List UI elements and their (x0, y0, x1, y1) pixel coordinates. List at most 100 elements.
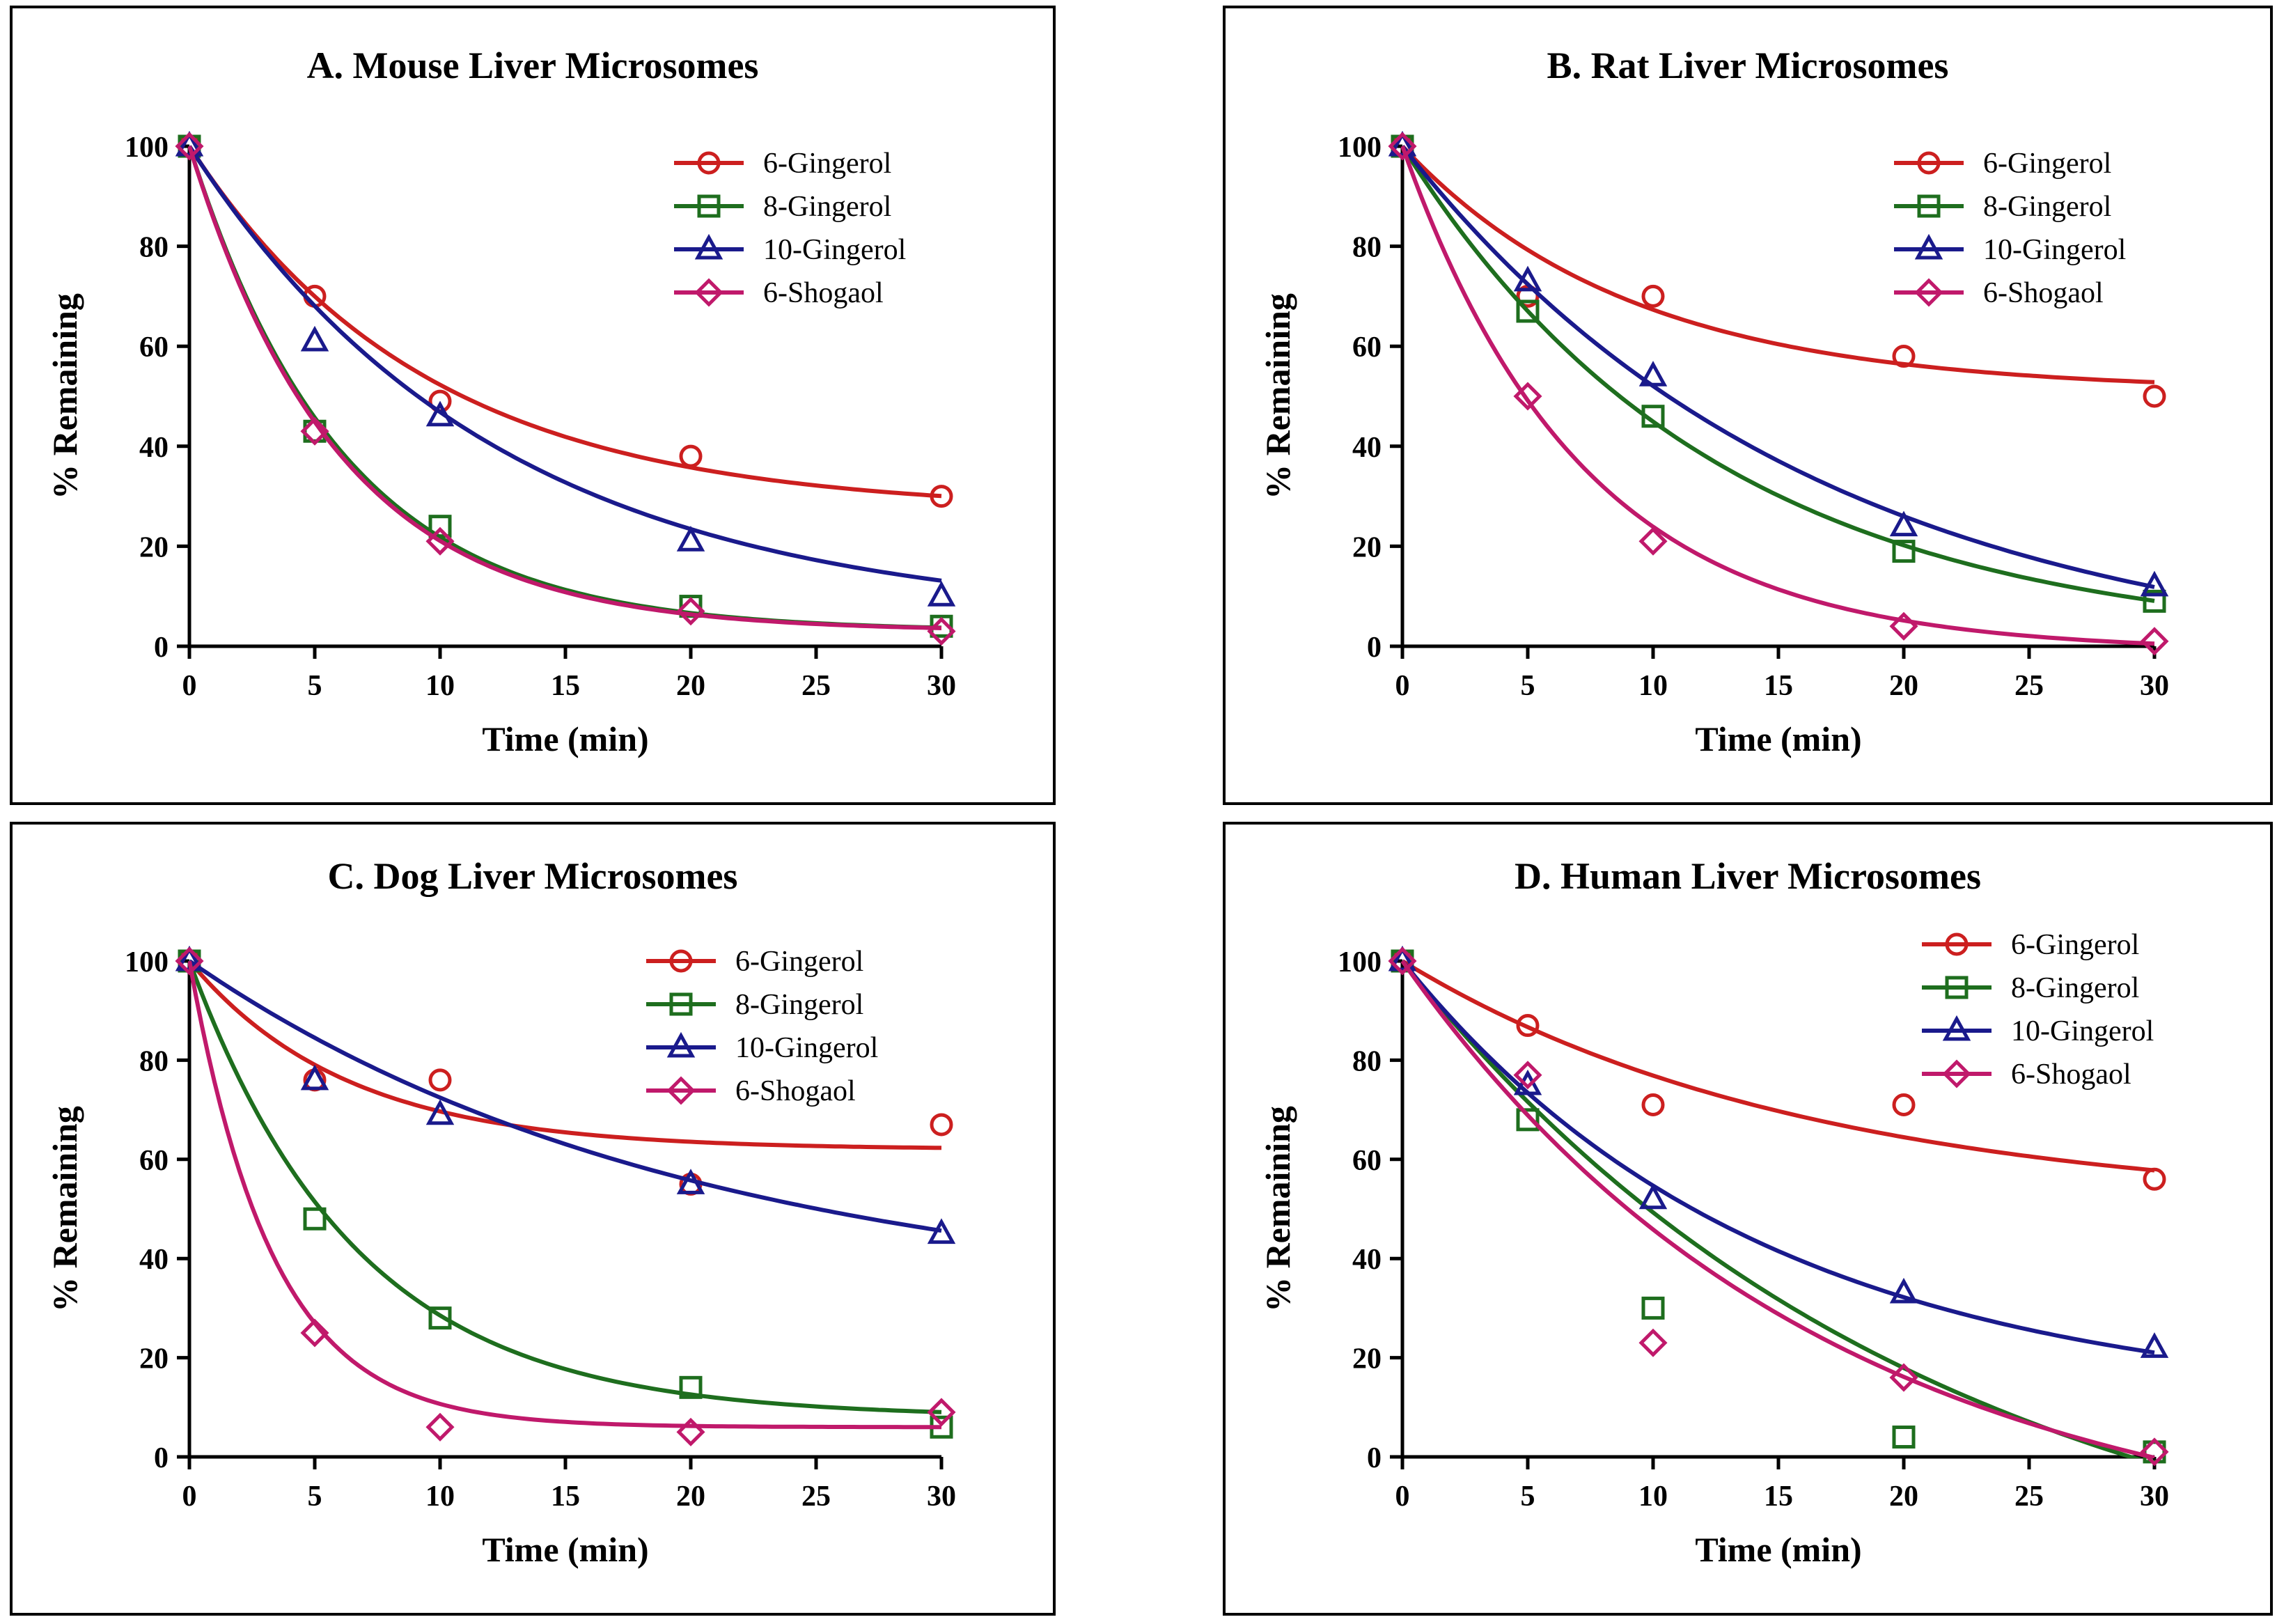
data-point-10-gingerol (1388, 130, 1417, 157)
legend-marker-6-gingerol (1917, 151, 1941, 175)
x-tick-label: 15 (1764, 1481, 1793, 1513)
fit-curve-6-shogaol (1401, 960, 2155, 1458)
data-point-8-gingerol (428, 1306, 452, 1330)
data-point-10-gingerol (927, 1218, 956, 1244)
x-tick-label: 5 (308, 670, 322, 702)
legend-marker-10-gingerol (666, 1031, 696, 1058)
data-point-6-shogaol (300, 1318, 329, 1348)
y-tick-label: 60 (139, 1145, 169, 1177)
data-point-10-gingerol (2140, 1332, 2169, 1358)
data-point-6-shogaol (175, 132, 204, 161)
data-point-6-shogaol (1388, 946, 1417, 976)
x-tick-label: 30 (2140, 670, 2169, 702)
data-point-6-gingerol (1641, 284, 1665, 308)
data-point-6-shogaol (1513, 1061, 1542, 1090)
y-axis-label: % Remaining (45, 293, 84, 499)
legend-marker-6-shogaol (1914, 278, 1943, 307)
x-tick-label: 0 (182, 670, 197, 702)
data-point-6-gingerol (1892, 345, 1916, 368)
data-point-6-shogaol (175, 946, 204, 976)
data-point-10-gingerol (425, 1099, 455, 1125)
x-tick-label: 20 (1889, 1481, 1918, 1513)
legend-label-6-gingerol: 6-Gingerol (1983, 148, 2111, 180)
y-axis-label: % Remaining (1258, 293, 1297, 499)
data-point-10-gingerol (1513, 265, 1542, 292)
legend-marker-8-gingerol (697, 194, 721, 218)
chart-svg-dog: C. Dog Liver Microsomes 0 20 40 60 80 100 0 5 10 1… (45, 855, 956, 1569)
fit-curve-6-shogaol (1401, 145, 2155, 646)
data-point-8-gingerol (2143, 589, 2166, 613)
x-tick-label: 10 (1638, 670, 1668, 702)
y-tick-label: 0 (154, 632, 169, 664)
x-tick-label: 30 (2140, 1481, 2169, 1513)
chart-panel-mouse: A. Mouse Liver Microsomes 0 20 40 60 80 100 0 5 1… (10, 6, 1056, 805)
data-point-6-shogaol (1388, 132, 1417, 161)
legend-label-8-gingerol: 8-Gingerol (2011, 972, 2139, 1004)
y-tick-label: 100 (1338, 946, 1382, 978)
y-tick-label: 20 (1352, 1343, 1382, 1375)
y-tick-label: 100 (125, 946, 169, 978)
x-axis-label: Time (min) (1695, 1530, 1861, 1569)
x-tick-label: 15 (551, 670, 580, 702)
y-tick-label: 60 (139, 331, 169, 364)
data-point-10-gingerol (2140, 570, 2169, 597)
legend-label-6-shogaol: 6-Shogaol (2011, 1059, 2131, 1091)
y-tick-label: 80 (139, 232, 169, 264)
x-tick-label: 0 (1395, 1481, 1410, 1513)
data-point-6-shogaol (425, 526, 455, 556)
y-tick-label: 100 (125, 132, 169, 164)
legend-label-10-gingerol: 10-Gingerol (735, 1032, 878, 1064)
fit-curve-6-gingerol (1401, 144, 2155, 384)
x-tick-label: 10 (425, 670, 455, 702)
x-tick-label: 15 (551, 1481, 580, 1513)
data-point-10-gingerol (676, 526, 705, 552)
data-point-6-gingerol (930, 485, 953, 508)
data-point-8-gingerol (1516, 1108, 1540, 1132)
legend-label-6-shogaol: 6-Shogaol (763, 277, 884, 309)
y-tick-label: 40 (139, 432, 169, 464)
x-axis-label: Time (min) (482, 1530, 648, 1569)
y-tick-label: 0 (1367, 1442, 1382, 1474)
data-point-8-gingerol (1641, 405, 1665, 428)
y-tick-label: 20 (1352, 531, 1382, 563)
x-tick-label: 0 (1395, 670, 1410, 702)
data-point-8-gingerol (1892, 1426, 1916, 1449)
chart-title: B. Rat Liver Microsomes (1547, 45, 1949, 86)
x-tick-label: 25 (2014, 670, 2044, 702)
fit-curve-8-gingerol (1401, 145, 2155, 603)
data-point-6-shogaol (425, 1412, 455, 1442)
y-tick-label: 80 (1352, 232, 1382, 264)
legend-label-8-gingerol: 8-Gingerol (763, 191, 891, 223)
y-tick-label: 80 (1352, 1045, 1382, 1077)
legend-marker-6-shogaol (694, 278, 723, 307)
x-tick-label: 5 (1521, 670, 1535, 702)
data-point-6-shogaol (1638, 1328, 1668, 1357)
data-point-8-gingerol (303, 1207, 327, 1231)
y-tick-label: 60 (1352, 1145, 1382, 1177)
fit-curve-10-gingerol (1401, 145, 2155, 589)
data-point-6-gingerol (2143, 384, 2166, 408)
x-tick-label: 5 (1521, 1481, 1535, 1513)
fit-curve-6-gingerol (1401, 959, 2155, 1173)
x-tick-label: 25 (801, 1481, 831, 1513)
data-point-10-gingerol (1889, 1277, 1918, 1304)
data-point-6-shogaol (2140, 627, 2169, 656)
x-tick-label: 25 (801, 670, 831, 702)
legend-label-8-gingerol: 8-Gingerol (735, 989, 863, 1021)
x-tick-label: 20 (676, 670, 705, 702)
x-tick-label: 20 (676, 1481, 705, 1513)
data-point-8-gingerol (428, 515, 452, 538)
fit-curve-6-gingerol (188, 145, 942, 499)
x-tick-label: 30 (927, 1481, 956, 1513)
x-tick-label: 10 (1638, 1481, 1668, 1513)
chart-title: D. Human Liver Microsomes (1515, 855, 1981, 897)
y-axis-label: % Remaining (1258, 1106, 1297, 1312)
data-point-6-shogaol (1889, 611, 1918, 641)
fit-curve-10-gingerol (188, 959, 942, 1233)
data-point-8-gingerol (1892, 540, 1916, 563)
y-tick-label: 0 (154, 1442, 169, 1474)
x-tick-label: 15 (1764, 670, 1793, 702)
x-tick-label: 20 (1889, 670, 1918, 702)
data-point-8-gingerol (679, 1375, 703, 1399)
chart-title: C. Dog Liver Microsomes (328, 855, 738, 897)
